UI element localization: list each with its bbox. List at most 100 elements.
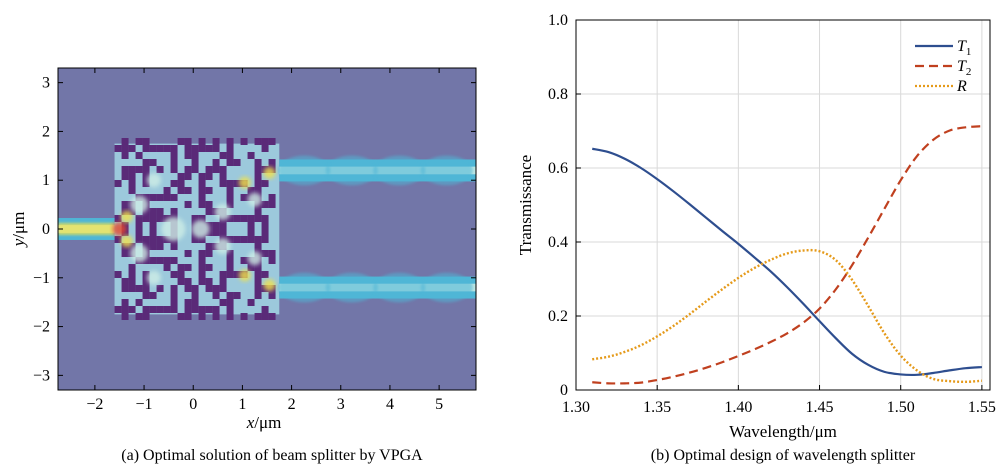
waveguide-output_upper [278,155,476,186]
material-pixel [198,215,206,222]
material-pixel [261,138,269,145]
material-pixel [170,152,178,159]
line-chart-x-label: Wavelength/μm [729,422,837,441]
material-pixel [198,187,206,194]
material-pixel [128,278,136,285]
waveguide-mode-lobe [373,272,426,303]
material-pixel [198,257,206,264]
material-pixel [198,313,206,320]
material-pixel [128,180,136,187]
material-pixel [142,166,150,173]
material-pixel [219,278,227,285]
field-hotspot [247,192,262,207]
material-pixel [128,271,136,278]
x-tick-label: 1.35 [643,399,671,416]
legend-label: T2 [957,58,971,78]
field-hotspot [120,210,133,223]
material-pixel [142,215,150,222]
material-pixel [170,299,178,306]
material-pixel [226,257,234,264]
material-pixel [198,173,206,180]
material-pixel [156,166,164,173]
material-pixel [163,236,171,243]
material-pixel [247,299,255,306]
material-pixel [226,138,234,145]
x-tick-label: −2 [86,396,103,413]
material-pixel [163,187,171,194]
material-pixel [261,215,269,222]
field-hotspot [120,235,133,248]
material-pixel [121,166,129,173]
material-pixel [170,285,178,292]
y-tick-label: −3 [33,367,50,384]
material-pixel [149,306,157,313]
material-pixel [219,271,227,278]
line-chart-y-ticks: 0 0.2 0.4 0.6 0.8 1.0 [548,12,581,399]
material-pixel [177,138,185,145]
material-pixel [198,278,206,285]
material-pixel [226,299,234,306]
material-pixel [254,271,262,278]
material-pixel [205,278,213,285]
material-pixel [247,229,255,236]
y-tick-label: 0.6 [548,160,568,177]
material-pixel [135,285,143,292]
material-pixel [114,215,122,222]
material-pixel [198,180,206,187]
material-pixel [219,152,227,159]
field-hotspot [238,269,251,282]
waveguide-mode-lobe [278,155,331,186]
material-pixel [156,306,164,313]
material-pixel [135,138,143,145]
x-tick-label: 1.30 [562,399,590,416]
material-pixel [121,250,129,257]
material-pixel [205,208,213,215]
x-tick-label: 1.40 [724,399,752,416]
y-tick-label: 0.2 [548,308,568,325]
heatmap-field [58,138,476,320]
material-pixel [254,236,262,243]
material-pixel [205,250,213,257]
waveguide-mode-lobe [278,272,331,303]
material-pixel [268,201,276,208]
material-pixel [128,145,136,152]
waveguide-mode-lobe [420,155,473,186]
material-pixel [191,285,199,292]
x-tick-label: 1.50 [887,399,915,416]
material-pixel [226,180,234,187]
material-pixel [240,236,248,243]
material-pixel [184,201,192,208]
material-pixel [163,264,171,271]
material-pixel [212,285,220,292]
material-pixel [261,271,269,278]
material-pixel [226,271,234,278]
material-pixel [191,299,199,306]
material-pixel [142,159,150,166]
material-pixel [254,187,262,194]
material-pixel [226,152,234,159]
material-pixel [240,257,248,264]
panel-b: 1.30 1.35 1.40 1.45 1.50 1.55 0 0.2 0.4 0.6 0.8 1.… [516,12,996,464]
material-pixel [142,236,150,243]
material-pixel [254,159,262,166]
waveguide-field-peak [58,222,115,236]
material-pixel [219,173,227,180]
field-hotspot [263,166,276,179]
line-chart-x-ticks: 1.30 1.35 1.40 1.45 1.50 1.55 [562,385,996,416]
material-pixel [121,145,129,152]
material-pixel [205,306,213,313]
material-pixel [247,222,255,229]
material-pixel [261,229,269,236]
material-pixel [247,215,255,222]
material-pixel [156,194,164,201]
material-pixel [170,194,178,201]
material-pixel [149,229,157,236]
material-pixel [261,313,269,320]
heatmap-x-ticks: −2 −1 0 1 2 3 4 5 [86,68,443,413]
material-pixel [191,215,199,222]
line-chart-frame [575,19,991,391]
caption-b: (b) Optimal design of wavelength splitte… [651,447,916,464]
x-tick-label: −1 [136,396,153,413]
